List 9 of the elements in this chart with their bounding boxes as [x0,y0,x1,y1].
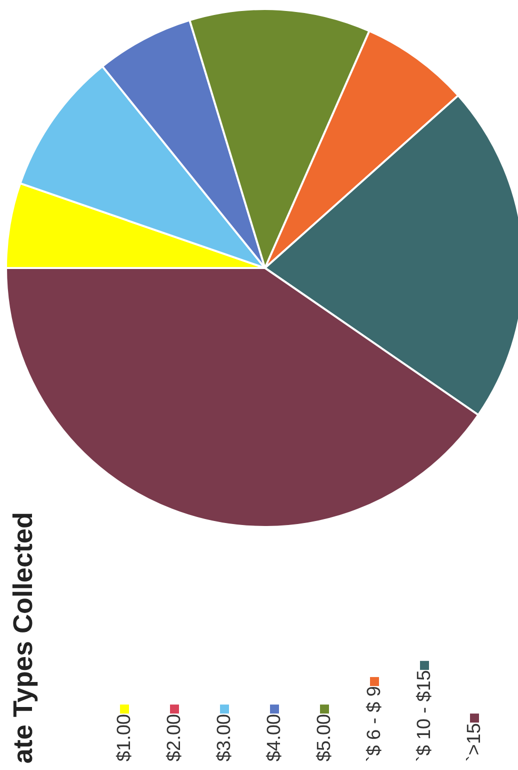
legend-label: `$ 10 - $15 [414,670,436,762]
legend-label: $1.00 [114,714,136,762]
legend-label: `$ 6 - $ 9 [364,686,386,762]
text: ate Types Collected [8,512,39,764]
legend-label: `>15 [464,723,486,762]
legend-label: $3.00 [214,714,236,762]
legend-label: $5.00 [314,714,336,762]
legend-label: $4.00 [264,714,286,762]
legend-label: $2.00 [164,714,186,762]
